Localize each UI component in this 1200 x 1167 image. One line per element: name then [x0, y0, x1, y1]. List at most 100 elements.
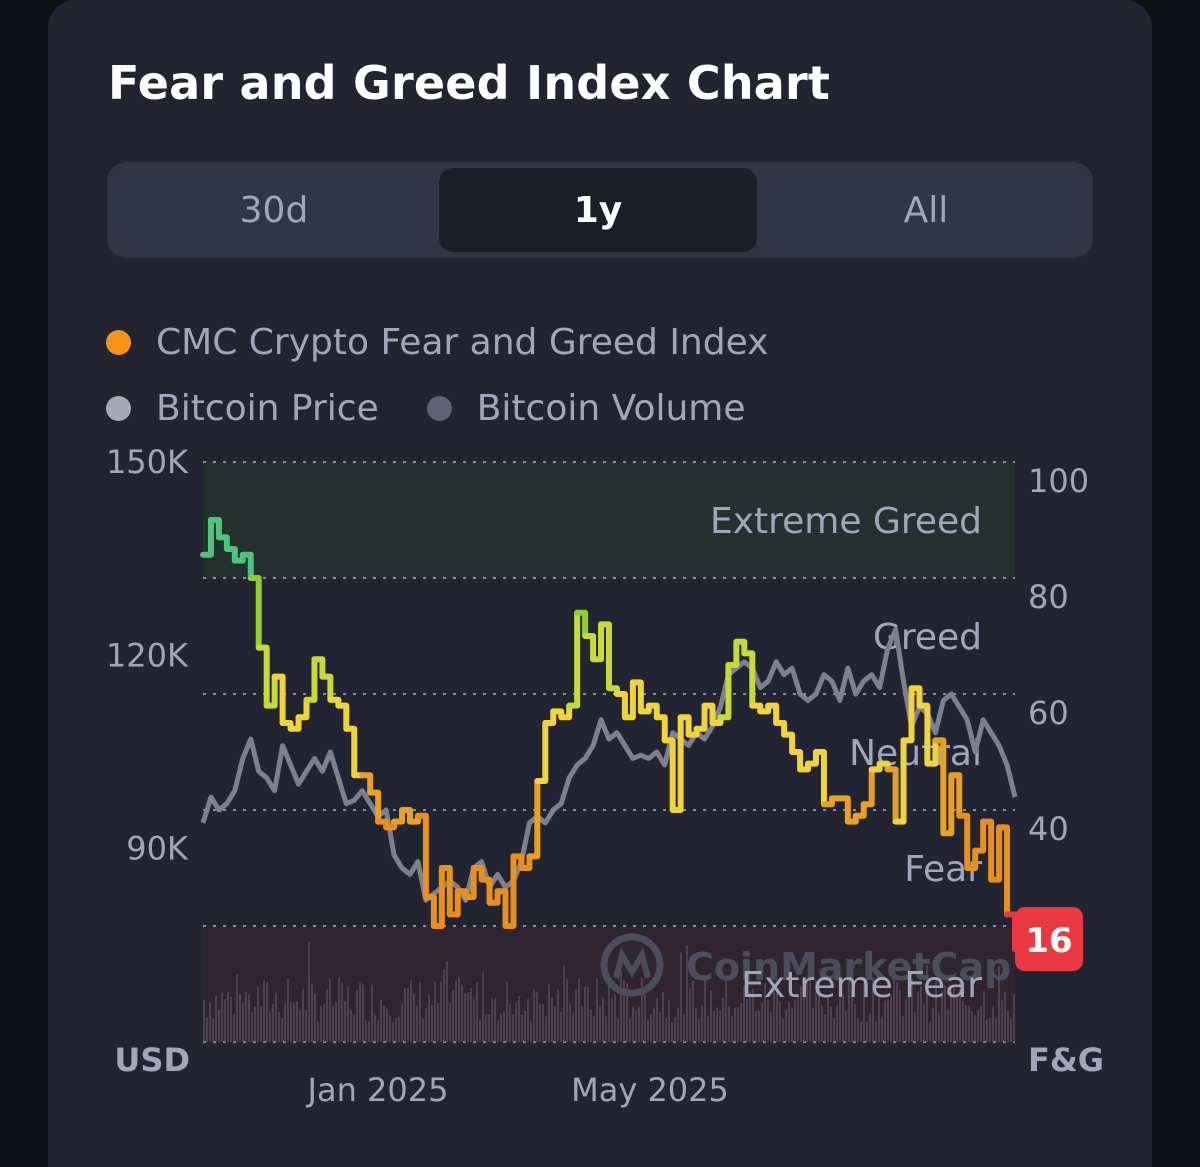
tab-30d[interactable]: 30d	[239, 189, 309, 231]
timeframe-tabs: 30d 1y All	[107, 162, 1093, 258]
volume-bar	[521, 1014, 523, 1042]
tab-all[interactable]: All	[903, 189, 949, 231]
fear-greed-segment	[462, 865, 477, 900]
fear-greed-segment	[805, 749, 819, 767]
volume-bar	[311, 983, 313, 1042]
volume-bar	[629, 1018, 631, 1042]
volume-bar	[425, 1008, 427, 1042]
volume-bar	[671, 1021, 673, 1042]
volume-bar	[500, 1013, 502, 1042]
legend-label: CMC Crypto Fear and Greed Index	[156, 322, 769, 363]
volume-bar	[800, 986, 802, 1042]
volume-bar	[779, 1001, 781, 1042]
volume-bar	[941, 990, 943, 1042]
fear-greed-segment	[446, 888, 461, 918]
volume-bar	[356, 990, 358, 1042]
volume-bar	[407, 988, 409, 1042]
fear-greed-segment	[215, 534, 230, 552]
volume-bar	[914, 1011, 916, 1042]
fear-greed-segment	[590, 621, 605, 663]
volume-bar	[983, 991, 985, 1042]
volume-bar	[803, 990, 805, 1042]
volume-bar	[791, 1007, 793, 1042]
fear-greed-segment	[359, 772, 374, 796]
volume-bar	[458, 977, 460, 1042]
volume-bar	[971, 1011, 973, 1042]
volume-bar	[785, 1009, 787, 1042]
fear-greed-segment	[964, 847, 979, 871]
volume-bar	[233, 1014, 235, 1042]
volume-bar	[209, 1002, 211, 1042]
volume-bar	[326, 988, 328, 1042]
volume-bar	[287, 978, 289, 1042]
volume-bar	[446, 961, 448, 1042]
volume-bar	[269, 1011, 271, 1042]
fear-greed-segment	[510, 853, 525, 871]
right-axis-tick: 100	[1028, 462, 1089, 500]
fear-greed-segment	[932, 737, 947, 837]
volume-bar	[275, 992, 277, 1042]
fear-greed-segment	[717, 662, 732, 721]
volume-bar	[815, 981, 817, 1042]
fear-greed-segment	[335, 702, 350, 732]
volume-bar	[539, 1003, 541, 1042]
volume-bar	[653, 1008, 655, 1042]
volume-bar	[614, 994, 616, 1042]
volume-bar	[413, 993, 415, 1042]
volume-bar	[992, 1007, 994, 1042]
volume-bar	[599, 1006, 601, 1042]
volume-bar	[506, 981, 508, 1042]
volume-bar	[368, 1021, 370, 1042]
volume-bar	[491, 998, 493, 1042]
volume-bar	[611, 998, 613, 1042]
volume-bar	[845, 1010, 847, 1042]
left-axis-tick: 150K	[106, 443, 189, 481]
volume-bar	[344, 1000, 346, 1042]
volume-bar	[875, 1020, 877, 1042]
volume-bar	[497, 1020, 499, 1042]
volume-bar	[293, 1002, 295, 1042]
volume-bar	[932, 1007, 934, 1042]
fear-greed-segment	[900, 685, 915, 744]
legend-item-bitcoin-volume[interactable]: Bitcoin Volume	[426, 388, 746, 429]
zone-label: Extreme Fear	[741, 965, 982, 1006]
fear-greed-segment	[781, 731, 796, 755]
tab-1y[interactable]: 1y	[439, 168, 757, 252]
volume-bar	[812, 1008, 814, 1042]
volume-bar	[620, 971, 622, 1042]
fear-greed-segment	[311, 656, 326, 680]
current-value-text: 16	[1025, 921, 1072, 961]
volume-bar	[590, 1009, 592, 1042]
volume-bar	[839, 998, 841, 1042]
volume-bar	[278, 1011, 280, 1042]
volume-bar	[362, 984, 364, 1042]
volume-bar	[761, 1002, 763, 1042]
volume-bar	[701, 1005, 703, 1042]
volume-bar	[227, 991, 229, 1042]
page-title: Fear and Greed Index Chart	[108, 56, 831, 110]
fear-greed-segment	[486, 888, 501, 906]
fear-greed-segment	[948, 772, 963, 819]
legend-label: Bitcoin Volume	[476, 388, 746, 429]
volume-bar	[596, 978, 598, 1042]
zone-label: Neutral	[849, 733, 982, 774]
volume-bar	[857, 1017, 859, 1042]
volume-bar	[884, 1000, 886, 1042]
volume-bar	[692, 980, 694, 1042]
volume-bar	[455, 980, 457, 1042]
volume-bar	[977, 1009, 979, 1042]
volume-bar	[617, 1018, 619, 1042]
fear-greed-segment	[207, 517, 222, 541]
volume-bar	[632, 1006, 634, 1042]
fear-greed-segment	[733, 638, 748, 657]
legend-item-fear-greed[interactable]: CMC Crypto Fear and Greed Index	[106, 322, 768, 363]
volume-bar	[230, 996, 232, 1042]
volume-bar	[302, 988, 304, 1042]
volume-bar	[665, 1017, 667, 1042]
volume-bar	[986, 1018, 988, 1042]
legend-item-bitcoin-price[interactable]: Bitcoin Price	[106, 388, 379, 429]
volume-bar	[239, 993, 241, 1042]
fear-greed-segment	[542, 708, 557, 726]
left-axis-tick: 120K	[106, 636, 189, 674]
